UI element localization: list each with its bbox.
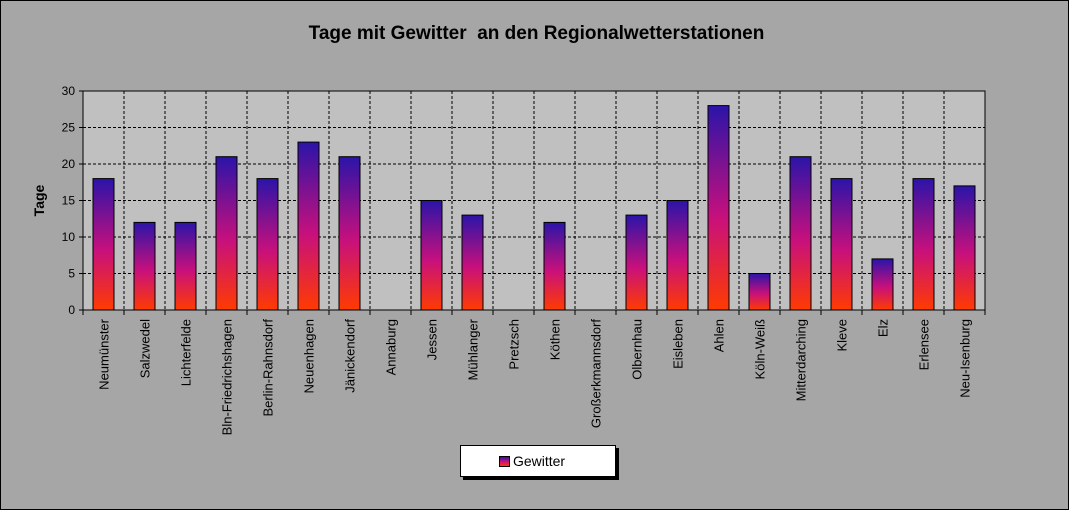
x-tick-label: Ahlen (712, 319, 727, 352)
y-tick-label: 0 (68, 303, 75, 317)
x-tick-label: Neumünster (97, 318, 112, 389)
bar (174, 221, 197, 311)
x-tick-label: Neu-Isenburg (958, 319, 973, 398)
x-tick-label: Bln-Friedrichshagen (220, 319, 235, 435)
x-tick-label: Olbernhau (630, 319, 645, 380)
y-tick-label: 25 (62, 121, 76, 135)
x-tick-label: Berlin-Rahnsdorf (261, 319, 276, 417)
x-tick-label: Elz (876, 319, 891, 337)
bar (830, 178, 853, 311)
bar (461, 214, 484, 311)
bar (338, 156, 361, 311)
y-tick-label: 5 (68, 267, 75, 281)
y-tick-label: 10 (62, 230, 76, 244)
x-tick-label: Neuenhagen (302, 319, 317, 393)
y-tick-label: 15 (62, 194, 76, 208)
bar (912, 178, 935, 311)
x-tick-label: Erlensee (917, 319, 932, 370)
y-axis-label: Tage (31, 184, 47, 216)
x-tick-label: Mühlanger (466, 318, 481, 380)
bar (92, 178, 115, 311)
bar (666, 200, 689, 311)
x-tick-label: Eisleben (671, 319, 686, 369)
bar (297, 141, 320, 311)
x-tick-label: Kleve (835, 319, 850, 352)
bar (215, 156, 238, 311)
bar (953, 185, 976, 311)
bar (420, 200, 443, 311)
bar (789, 156, 812, 311)
bar (871, 258, 894, 311)
legend-swatch (498, 455, 510, 467)
bar (543, 221, 566, 311)
x-tick-label: Lichterfelde (179, 319, 194, 386)
y-tick-label: 20 (62, 157, 76, 171)
legend-label: Gewitter (512, 453, 566, 469)
legend: Gewitter (460, 445, 616, 477)
bar (625, 214, 648, 311)
x-tick-label: Köln-Weiß (753, 319, 768, 380)
x-tick-label: Mitterdarching (794, 319, 809, 401)
x-tick-label: Jänickendorf (343, 319, 358, 393)
chart-title: Tage mit Gewitter an den Regionalwetters… (308, 23, 765, 44)
x-tick-label: Köthen (548, 319, 563, 360)
x-tick-label: Annaburg (384, 319, 399, 375)
bar (133, 221, 156, 311)
x-tick-label: Jessen (425, 319, 440, 360)
x-tick-label: Salzwedel (138, 319, 153, 378)
y-tick-label: 30 (62, 84, 76, 98)
bar (748, 273, 771, 311)
bar (707, 105, 730, 311)
x-tick-label: Pretzsch (507, 319, 522, 370)
bar (256, 178, 279, 311)
x-tick-label: Großerkmannsdorf (589, 319, 604, 428)
